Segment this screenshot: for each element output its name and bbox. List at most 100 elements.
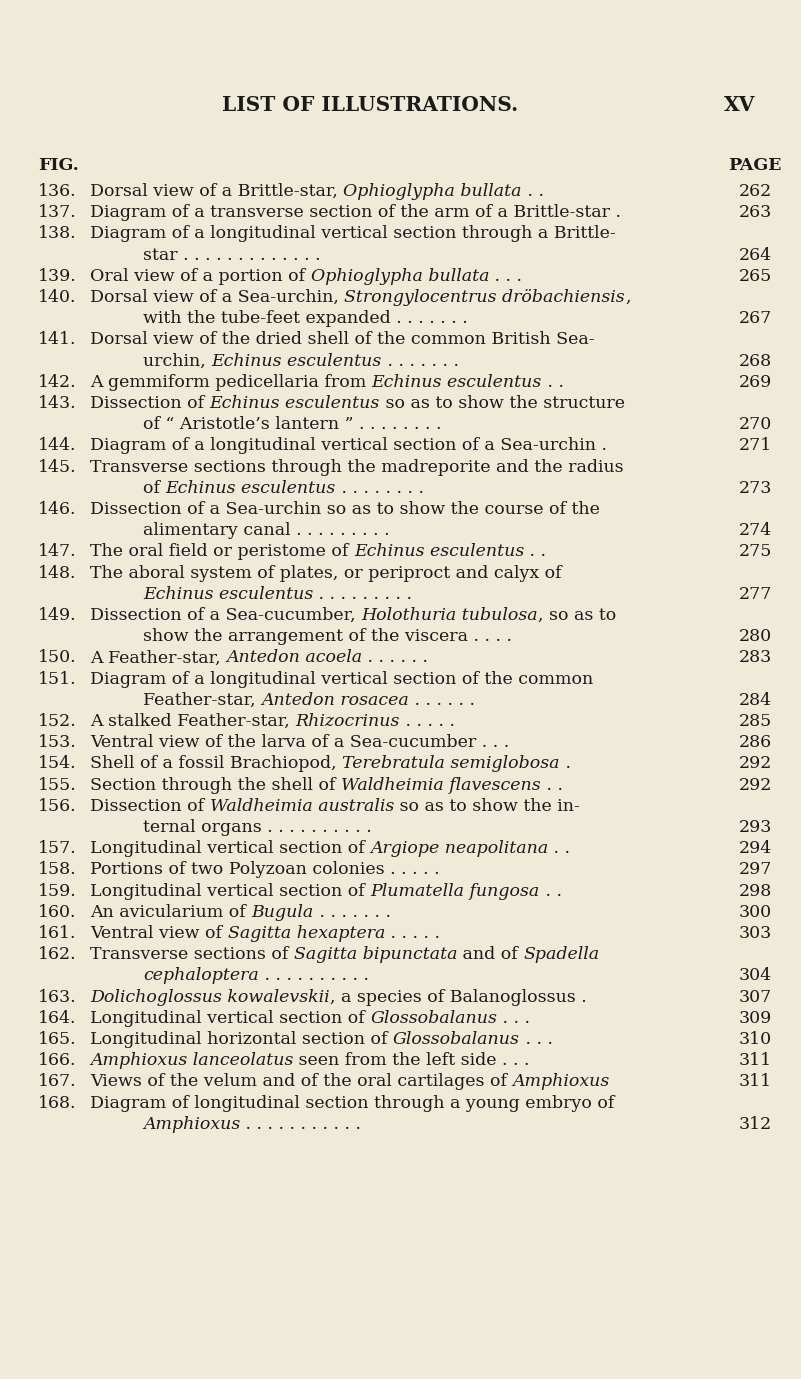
Text: Portions of two Polyzoan colonies . . . . .: Portions of two Polyzoan colonies . . . … (90, 862, 440, 878)
Text: 309: 309 (739, 1009, 771, 1027)
Text: . . .: . . . (520, 1031, 553, 1048)
Text: Dorsal view of a Brittle-star,: Dorsal view of a Brittle-star, (90, 183, 344, 200)
Text: star . . . . . . . . . . . . .: star . . . . . . . . . . . . . (143, 247, 320, 263)
Text: Dissection of a Sea-cucumber,: Dissection of a Sea-cucumber, (90, 607, 361, 625)
Text: 158.: 158. (38, 862, 77, 878)
Text: .: . (560, 756, 570, 772)
Text: Plumatella fungosa: Plumatella fungosa (370, 883, 540, 899)
Text: Echinus esculentus: Echinus esculentus (143, 586, 313, 603)
Text: Section through the shell of: Section through the shell of (90, 776, 341, 793)
Text: . . . . . . . .: . . . . . . . . (336, 480, 424, 496)
Text: . . .: . . . (497, 1009, 530, 1027)
Text: 303: 303 (739, 925, 771, 942)
Text: 292: 292 (739, 776, 771, 793)
Text: 140.: 140. (38, 290, 77, 306)
Text: Dorsal view of the dried shell of the common British Sea-: Dorsal view of the dried shell of the co… (90, 331, 594, 349)
Text: 265: 265 (739, 268, 771, 285)
Text: Spadella: Spadella (524, 946, 600, 963)
Text: Holothuria tubulosa: Holothuria tubulosa (361, 607, 537, 625)
Text: An avicularium of: An avicularium of (90, 903, 252, 921)
Text: 269: 269 (739, 374, 771, 390)
Text: Ophioglypha bullata: Ophioglypha bullata (344, 183, 522, 200)
Text: , so as to: , so as to (537, 607, 616, 625)
Text: , a species of Balanoglossus .: , a species of Balanoglossus . (330, 989, 586, 1005)
Text: 262: 262 (739, 183, 771, 200)
Text: A gemmiform pedicellaria from: A gemmiform pedicellaria from (90, 374, 372, 390)
Text: 157.: 157. (38, 840, 77, 858)
Text: Dorsal view of a Sea-urchin,: Dorsal view of a Sea-urchin, (90, 290, 344, 306)
Text: 274: 274 (739, 523, 771, 539)
Text: Dissection of: Dissection of (90, 394, 210, 412)
Text: 162.: 162. (38, 946, 77, 963)
Text: Amphioxus: Amphioxus (513, 1073, 610, 1091)
Text: 307: 307 (739, 989, 771, 1005)
Text: of: of (143, 480, 166, 496)
Text: Glossobalanus: Glossobalanus (370, 1009, 497, 1027)
Text: show the arrangement of the viscera . . . .: show the arrangement of the viscera . . … (143, 629, 512, 645)
Text: Longitudinal vertical section of: Longitudinal vertical section of (90, 883, 370, 899)
Text: 168.: 168. (38, 1095, 77, 1111)
Text: 286: 286 (739, 734, 771, 752)
Text: Echinus esculentus: Echinus esculentus (372, 374, 542, 390)
Text: 298: 298 (739, 883, 771, 899)
Text: . . . . . . . . . .: . . . . . . . . . . (259, 968, 368, 985)
Text: 161.: 161. (38, 925, 77, 942)
Text: Longitudinal horizontal section of: Longitudinal horizontal section of (90, 1031, 393, 1048)
Text: Views of the velum and of the oral cartilages of: Views of the velum and of the oral carti… (90, 1073, 513, 1091)
Text: cephaloptera: cephaloptera (143, 968, 259, 985)
Text: Antedon rosacea: Antedon rosacea (261, 692, 409, 709)
Text: 293: 293 (739, 819, 771, 836)
Text: ,: , (625, 290, 630, 306)
Text: Echinus esculentus: Echinus esculentus (166, 480, 336, 496)
Text: 149.: 149. (38, 607, 77, 625)
Text: 297: 297 (739, 862, 771, 878)
Text: 263: 263 (739, 204, 771, 221)
Text: . . .: . . . (489, 268, 522, 285)
Text: Antedon acoela: Antedon acoela (226, 650, 362, 666)
Text: 143.: 143. (38, 394, 77, 412)
Text: with the tube-feet expanded . . . . . . .: with the tube-feet expanded . . . . . . … (143, 310, 468, 327)
Text: 166.: 166. (38, 1052, 77, 1069)
Text: 284: 284 (739, 692, 771, 709)
Text: Diagram of a longitudinal vertical section of the common: Diagram of a longitudinal vertical secti… (90, 670, 594, 688)
Text: 146.: 146. (38, 501, 77, 519)
Text: Waldheimia flavescens: Waldheimia flavescens (341, 776, 541, 793)
Text: 292: 292 (739, 756, 771, 772)
Text: of “ Aristotle’s lantern ” . . . . . . . .: of “ Aristotle’s lantern ” . . . . . . .… (143, 416, 441, 433)
Text: 164.: 164. (38, 1009, 77, 1027)
Text: . .: . . (549, 840, 570, 858)
Text: XV: XV (724, 95, 755, 114)
Text: alimentary canal . . . . . . . . .: alimentary canal . . . . . . . . . (143, 523, 389, 539)
Text: 273: 273 (739, 480, 771, 496)
Text: . . . . . .: . . . . . . (362, 650, 429, 666)
Text: 300: 300 (739, 903, 771, 921)
Text: Oral view of a portion of: Oral view of a portion of (90, 268, 311, 285)
Text: 142.: 142. (38, 374, 77, 390)
Text: Diagram of longitudinal section through a young embryo of: Diagram of longitudinal section through … (90, 1095, 614, 1111)
Text: Ventral view of: Ventral view of (90, 925, 227, 942)
Text: Dolichoglossus kowalevskii: Dolichoglossus kowalevskii (90, 989, 330, 1005)
Text: 271: 271 (739, 437, 771, 455)
Text: A Feather-star,: A Feather-star, (90, 650, 226, 666)
Text: Longitudinal vertical section of: Longitudinal vertical section of (90, 1009, 370, 1027)
Text: . .: . . (540, 883, 562, 899)
Text: 310: 310 (739, 1031, 771, 1048)
Text: . . . . .: . . . . . (400, 713, 455, 729)
Text: 148.: 148. (38, 564, 77, 582)
Text: 154.: 154. (38, 756, 77, 772)
Text: Sagitta bipunctata: Sagitta bipunctata (294, 946, 457, 963)
Text: 153.: 153. (38, 734, 77, 752)
Text: Longitudinal vertical section of: Longitudinal vertical section of (90, 840, 370, 858)
Text: Diagram of a longitudinal vertical section through a Brittle-: Diagram of a longitudinal vertical secti… (90, 225, 616, 243)
Text: 312: 312 (739, 1116, 771, 1132)
Text: PAGE: PAGE (728, 157, 782, 174)
Text: 264: 264 (739, 247, 771, 263)
Text: . . . . . .: . . . . . . (409, 692, 475, 709)
Text: 160.: 160. (38, 903, 77, 921)
Text: 156.: 156. (38, 798, 77, 815)
Text: Ventral view of the larva of a Sea-cucumber . . .: Ventral view of the larva of a Sea-cucum… (90, 734, 509, 752)
Text: A stalked Feather-star,: A stalked Feather-star, (90, 713, 296, 729)
Text: Feather-star,: Feather-star, (143, 692, 261, 709)
Text: 165.: 165. (38, 1031, 77, 1048)
Text: 150.: 150. (38, 650, 77, 666)
